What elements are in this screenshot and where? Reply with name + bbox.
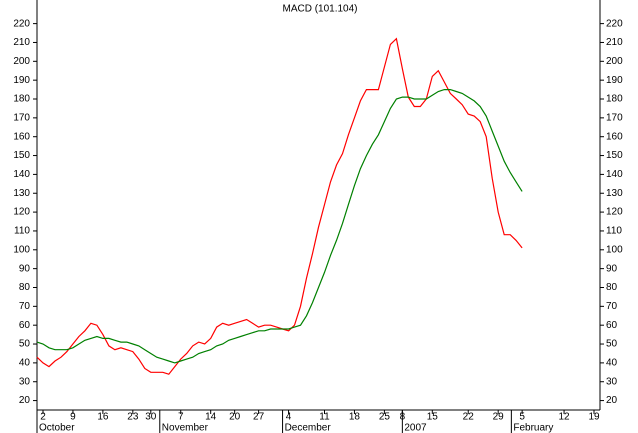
y2-tick-label: 150 <box>606 150 623 161</box>
month-label: October <box>39 423 75 433</box>
x-tick-label: 19 <box>588 412 600 423</box>
x-tick-label: 7 <box>178 412 184 423</box>
x-tick-label: 30 <box>145 412 157 423</box>
y-tick-label: 200 <box>13 56 30 67</box>
y-tick-label: 80 <box>19 282 31 293</box>
chart-title: MACD (101.104) <box>282 4 357 15</box>
x-tick-label: 22 <box>463 412 475 423</box>
y-tick-label: 110 <box>14 226 30 237</box>
x-tick-label: 4 <box>286 412 292 423</box>
y-tick-label: 40 <box>19 358 31 369</box>
y2-tick-label: 200 <box>606 56 623 67</box>
y2-tick-label: 190 <box>606 75 623 86</box>
y-tick-label: 120 <box>13 207 30 218</box>
x-tick-label: 27 <box>253 412 265 423</box>
x-tick-label: 5 <box>519 412 525 423</box>
y2-tick-label: 220 <box>606 18 623 29</box>
month-label: December <box>285 423 332 433</box>
y2-tick-label: 40 <box>606 358 618 369</box>
month-label: November <box>162 423 209 433</box>
y-tick-label: 180 <box>13 94 30 105</box>
y2-tick-label: 30 <box>606 376 618 387</box>
y2-tick-label: 60 <box>606 320 618 331</box>
y2-tick-label: 20 <box>606 395 618 406</box>
y2-tick-label: 210 <box>606 37 623 48</box>
series-line <box>36 88 523 364</box>
x-tick-label: 2 <box>40 412 46 423</box>
x-tick-label: 9 <box>70 412 76 423</box>
y-tick-label: 50 <box>19 339 31 350</box>
y2-tick-label: 160 <box>606 131 623 142</box>
y2-tick-label: 90 <box>606 263 618 274</box>
y-tick-label: 210 <box>13 37 30 48</box>
y2-tick-label: 180 <box>606 94 623 105</box>
y-tick-label: 150 <box>13 150 30 161</box>
y-tick-label: 20 <box>19 395 31 406</box>
y2-tick-label: 70 <box>606 301 618 312</box>
y2-tick-label: 120 <box>606 207 623 218</box>
y-tick-label: 220 <box>13 18 30 29</box>
y-tick-label: 70 <box>19 301 31 312</box>
x-tick-label: 23 <box>127 412 139 423</box>
y-tick-label: 190 <box>13 75 30 86</box>
y2-tick-label: 140 <box>606 169 623 180</box>
x-tick-label: 18 <box>349 412 361 423</box>
x-tick-label: 20 <box>229 412 241 423</box>
y-tick-label: 160 <box>13 131 30 142</box>
y-tick-label: 30 <box>19 376 31 387</box>
y2-tick-label: 80 <box>606 282 618 293</box>
y-tick-label: 60 <box>19 320 31 331</box>
x-tick-label: 25 <box>379 412 391 423</box>
x-tick-label: 15 <box>427 412 439 423</box>
y-tick-label: 140 <box>13 169 30 180</box>
series-line <box>36 37 523 375</box>
x-tick-label: 12 <box>559 412 571 423</box>
y-tick-label: 100 <box>13 244 30 255</box>
y2-tick-label: 50 <box>606 339 618 350</box>
month-label: February <box>513 423 553 433</box>
y2-tick-label: 110 <box>606 226 622 237</box>
y2-tick-label: 100 <box>606 244 623 255</box>
y2-tick-label: 170 <box>606 112 623 123</box>
x-tick-label: 16 <box>97 412 109 423</box>
month-label: 2007 <box>404 423 427 433</box>
x-tick-label: 29 <box>493 412 505 423</box>
y-tick-label: 130 <box>13 188 30 199</box>
x-tick-label: 11 <box>319 412 330 423</box>
y2-tick-label: 130 <box>606 188 623 199</box>
y-tick-label: 90 <box>19 263 31 274</box>
y-tick-label: 170 <box>13 112 30 123</box>
x-tick-label: 14 <box>205 412 217 423</box>
